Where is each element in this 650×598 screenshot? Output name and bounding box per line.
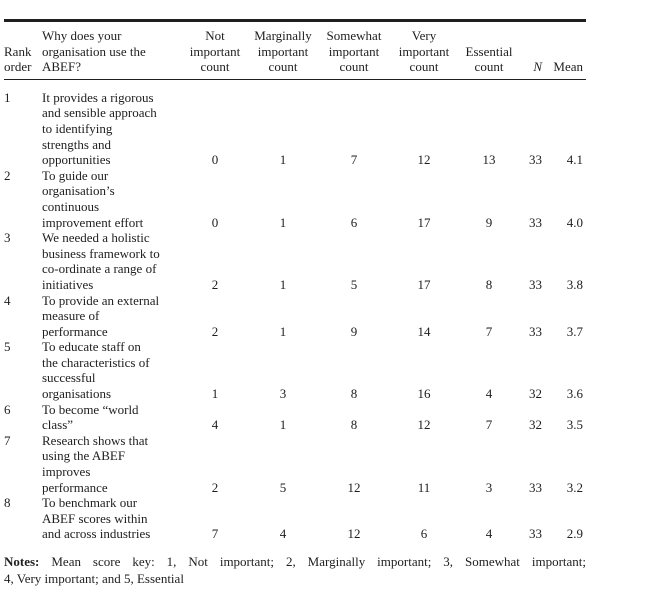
rank-cell: 6	[4, 401, 11, 417]
essential-cell: 7	[485, 417, 493, 433]
rank-cell: 7	[4, 432, 11, 448]
col-header-essential-count: Essential count	[465, 43, 513, 75]
marginally-important-cell: 1	[279, 276, 287, 292]
essential-cell: 9	[485, 214, 493, 230]
marginally-important-cell: 1	[279, 152, 287, 168]
col-header-n: N	[533, 59, 542, 75]
question-cell: It provides a rigorous and sensible appr…	[42, 89, 157, 168]
not-important-cell: 2	[211, 276, 219, 292]
not-important-cell: 0	[211, 152, 219, 168]
not-important-cell: 7	[211, 526, 219, 542]
question-cell: To guide our organisation’s continuous i…	[42, 167, 144, 230]
table-body: 1 It provides a rigorous and sensible ap…	[4, 79, 586, 542]
col-header-very-important-count: Very important count	[398, 28, 450, 75]
mean-cell: 3.8	[566, 276, 583, 292]
somewhat-important-cell: 8	[350, 417, 358, 433]
rank-cell: 4	[4, 292, 11, 308]
somewhat-important-cell: 5	[350, 276, 358, 292]
header-row: Rank order Why does your organisation us…	[4, 21, 586, 80]
table-row: 5 To educate staff on the characteristic…	[4, 339, 586, 401]
table-row: 2 To guide our organisation’s continuous…	[4, 168, 586, 230]
col-header-not-important-count: Not important count	[189, 28, 241, 75]
n-cell: 33	[529, 152, 542, 168]
essential-cell: 8	[485, 276, 493, 292]
table-row: 3 We needed a holistic business framewor…	[4, 230, 586, 292]
col-header-rank-order: Rank order	[4, 43, 32, 75]
very-important-cell: 12	[417, 152, 431, 168]
table-row: 4 To provide an external measure of perf…	[4, 293, 586, 340]
very-important-cell: 16	[417, 386, 431, 402]
mean-cell: 3.2	[566, 479, 583, 495]
question-cell: To educate staff on the characteristics …	[42, 339, 150, 402]
mean-cell: 2.9	[566, 526, 583, 542]
essential-cell: 4	[485, 526, 493, 542]
table-row: 6 To become “world class” 4 1 8 12 7 32 …	[4, 402, 586, 433]
notes-line-2: 4, Very important; and 5, Essential	[4, 570, 184, 586]
notes-label: Notes:	[4, 554, 40, 569]
somewhat-important-cell: 12	[347, 479, 361, 495]
abef-importance-table: Rank order Why does your organisation us…	[4, 19, 586, 542]
table-row: 1 It provides a rigorous and sensible ap…	[4, 79, 586, 167]
col-header-somewhat-important-count: Somewhat important count	[326, 28, 382, 75]
marginally-important-cell: 3	[279, 386, 287, 402]
col-header-question: Why does your organisation use the ABEF?	[42, 28, 146, 75]
question-cell: We needed a holistic business framework …	[42, 230, 160, 292]
n-cell: 32	[529, 386, 542, 402]
mean-cell: 4.0	[566, 214, 583, 230]
notes-line-1: Notes: Mean score key: 1, Not important;…	[4, 554, 586, 571]
mean-cell: 4.1	[566, 152, 583, 168]
marginally-important-cell: 4	[279, 526, 287, 542]
question-cell: To become “world class”	[42, 401, 139, 433]
rank-cell: 1	[4, 89, 11, 105]
very-important-cell: 11	[417, 479, 431, 495]
rank-cell: 2	[4, 167, 11, 183]
mean-cell: 3.7	[566, 323, 583, 339]
table-header: Rank order Why does your organisation us…	[4, 21, 586, 80]
mean-cell: 3.6	[566, 386, 583, 402]
somewhat-important-cell: 12	[347, 526, 361, 542]
not-important-cell: 4	[211, 417, 219, 433]
very-important-cell: 14	[417, 323, 431, 339]
marginally-important-cell: 5	[279, 479, 287, 495]
n-cell: 33	[529, 479, 542, 495]
n-cell: 33	[529, 526, 542, 542]
not-important-cell: 1	[211, 386, 219, 402]
somewhat-important-cell: 6	[350, 214, 358, 230]
essential-cell: 3	[485, 479, 493, 495]
not-important-cell: 2	[211, 323, 219, 339]
marginally-important-cell: 1	[279, 214, 287, 230]
very-important-cell: 12	[417, 417, 431, 433]
n-cell: 33	[529, 214, 542, 230]
marginally-important-cell: 1	[279, 417, 287, 433]
essential-cell: 7	[485, 323, 493, 339]
rank-cell: 3	[4, 230, 11, 246]
n-cell: 33	[529, 323, 542, 339]
col-header-marginally-important-count: Marginally important count	[254, 28, 312, 75]
n-cell: 33	[529, 276, 542, 292]
essential-cell: 13	[482, 152, 496, 168]
rank-cell: 8	[4, 495, 11, 511]
not-important-cell: 2	[211, 479, 219, 495]
very-important-cell: 6	[420, 526, 428, 542]
very-important-cell: 17	[417, 276, 431, 292]
very-important-cell: 17	[417, 214, 431, 230]
not-important-cell: 0	[211, 214, 219, 230]
marginally-important-cell: 1	[279, 323, 287, 339]
mean-cell: 3.5	[566, 417, 583, 433]
question-cell: To benchmark our ABEF scores within and …	[42, 495, 151, 542]
question-cell: Research shows that using the ABEF impro…	[42, 432, 149, 495]
rank-cell: 5	[4, 339, 11, 355]
notes-text-line1: Mean score key: 1, Not important; 2, Mar…	[51, 554, 587, 569]
somewhat-important-cell: 9	[350, 323, 358, 339]
table-row: 7 Research shows that using the ABEF imp…	[4, 433, 586, 495]
somewhat-important-cell: 7	[350, 152, 358, 168]
n-cell: 32	[529, 417, 542, 433]
somewhat-important-cell: 8	[350, 386, 358, 402]
essential-cell: 4	[485, 386, 493, 402]
table-row: 8 To benchmark our ABEF scores within an…	[4, 495, 586, 542]
col-header-mean: Mean	[553, 59, 583, 75]
question-cell: To provide an external measure of perfor…	[42, 292, 160, 339]
table-notes: Notes: Mean score key: 1, Not important;…	[4, 554, 586, 587]
